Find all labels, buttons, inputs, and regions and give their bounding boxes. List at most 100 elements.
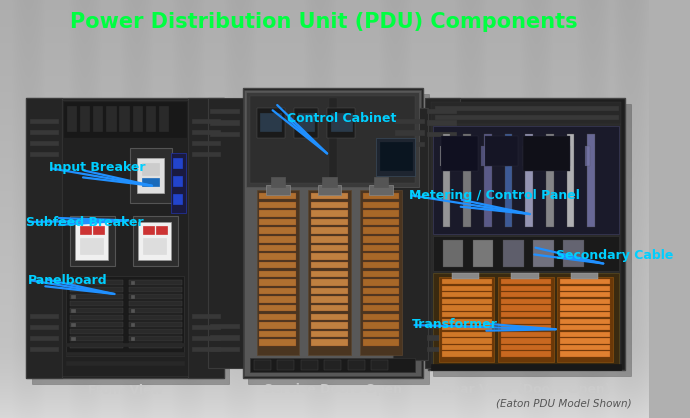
Bar bbox=[442, 279, 491, 284]
Bar bbox=[431, 364, 621, 370]
Bar bbox=[327, 108, 355, 138]
Bar bbox=[441, 136, 478, 171]
Bar bbox=[426, 335, 456, 340]
Bar bbox=[543, 146, 549, 166]
Bar bbox=[502, 146, 508, 166]
Bar bbox=[435, 107, 618, 110]
Bar bbox=[72, 337, 75, 340]
Bar bbox=[311, 270, 348, 277]
Bar bbox=[130, 281, 135, 284]
Bar bbox=[30, 347, 58, 352]
Bar bbox=[322, 177, 337, 187]
Bar bbox=[428, 98, 625, 370]
Bar bbox=[363, 193, 400, 199]
Text: Subfeed Breaker: Subfeed Breaker bbox=[26, 216, 144, 229]
Bar bbox=[560, 319, 610, 324]
Bar bbox=[503, 240, 524, 267]
Bar bbox=[311, 210, 348, 217]
Text: Secondary Cable: Secondary Cable bbox=[556, 248, 674, 262]
Bar bbox=[560, 331, 610, 337]
Bar bbox=[440, 146, 446, 166]
Bar bbox=[254, 360, 270, 370]
Bar bbox=[210, 120, 239, 125]
Bar bbox=[395, 130, 424, 135]
Bar bbox=[70, 336, 123, 341]
Bar bbox=[558, 277, 613, 362]
Bar bbox=[257, 108, 285, 138]
Bar bbox=[259, 253, 296, 260]
Bar bbox=[311, 331, 348, 337]
Bar bbox=[380, 142, 412, 170]
Bar bbox=[426, 324, 456, 328]
Bar bbox=[317, 185, 342, 195]
Bar bbox=[501, 331, 551, 337]
Bar bbox=[435, 115, 618, 119]
Bar bbox=[70, 294, 123, 299]
Bar bbox=[426, 109, 456, 113]
Bar bbox=[566, 134, 574, 227]
Bar bbox=[371, 360, 388, 370]
Bar bbox=[70, 301, 123, 306]
Bar bbox=[560, 285, 610, 291]
Bar bbox=[30, 336, 58, 340]
Bar bbox=[484, 134, 491, 227]
Bar bbox=[72, 323, 75, 326]
Bar bbox=[560, 299, 610, 304]
Bar bbox=[62, 100, 188, 376]
Bar bbox=[560, 345, 610, 350]
Bar bbox=[146, 106, 155, 131]
Bar bbox=[294, 108, 317, 138]
Bar bbox=[439, 277, 495, 362]
Bar bbox=[363, 339, 400, 346]
Text: Power Distribution Unit (PDU) Components: Power Distribution Unit (PDU) Components bbox=[70, 12, 578, 32]
Bar bbox=[270, 177, 285, 187]
Bar bbox=[26, 98, 224, 378]
Bar bbox=[522, 136, 570, 171]
Bar bbox=[259, 331, 296, 337]
Bar bbox=[259, 201, 296, 208]
Bar bbox=[259, 245, 296, 251]
Bar bbox=[560, 352, 610, 357]
Bar bbox=[210, 132, 239, 136]
Bar bbox=[259, 262, 296, 268]
Bar bbox=[130, 337, 135, 340]
Bar bbox=[159, 106, 168, 131]
Bar bbox=[259, 314, 296, 320]
Bar bbox=[363, 201, 400, 208]
Bar bbox=[173, 194, 182, 204]
Bar bbox=[501, 352, 551, 357]
Bar bbox=[67, 106, 76, 131]
Bar bbox=[188, 98, 224, 378]
Bar bbox=[210, 335, 239, 340]
Bar bbox=[363, 219, 400, 225]
Bar bbox=[363, 245, 400, 251]
Bar bbox=[66, 352, 184, 355]
Bar bbox=[192, 141, 220, 145]
Bar bbox=[331, 113, 351, 131]
Bar bbox=[142, 163, 159, 175]
Bar bbox=[259, 210, 296, 217]
Bar bbox=[129, 287, 182, 292]
Bar bbox=[324, 360, 342, 370]
Bar bbox=[348, 360, 365, 370]
Bar bbox=[526, 134, 533, 227]
Bar bbox=[501, 325, 551, 330]
Bar bbox=[130, 295, 135, 298]
Bar bbox=[143, 238, 166, 254]
Text: Transformer: Transformer bbox=[412, 319, 497, 331]
Bar bbox=[156, 226, 167, 234]
Bar bbox=[501, 292, 551, 298]
Bar bbox=[30, 325, 58, 329]
Bar bbox=[30, 152, 58, 156]
Bar bbox=[452, 273, 480, 279]
Bar bbox=[192, 336, 220, 340]
Bar bbox=[72, 309, 75, 312]
Bar bbox=[250, 96, 415, 183]
Bar bbox=[426, 347, 456, 351]
Bar bbox=[192, 130, 220, 134]
Bar bbox=[64, 102, 186, 137]
Text: Rear View (Doors Open): Rear View (Doors Open) bbox=[442, 383, 611, 397]
Bar bbox=[442, 285, 491, 291]
Bar bbox=[533, 240, 553, 267]
Bar bbox=[461, 146, 466, 166]
